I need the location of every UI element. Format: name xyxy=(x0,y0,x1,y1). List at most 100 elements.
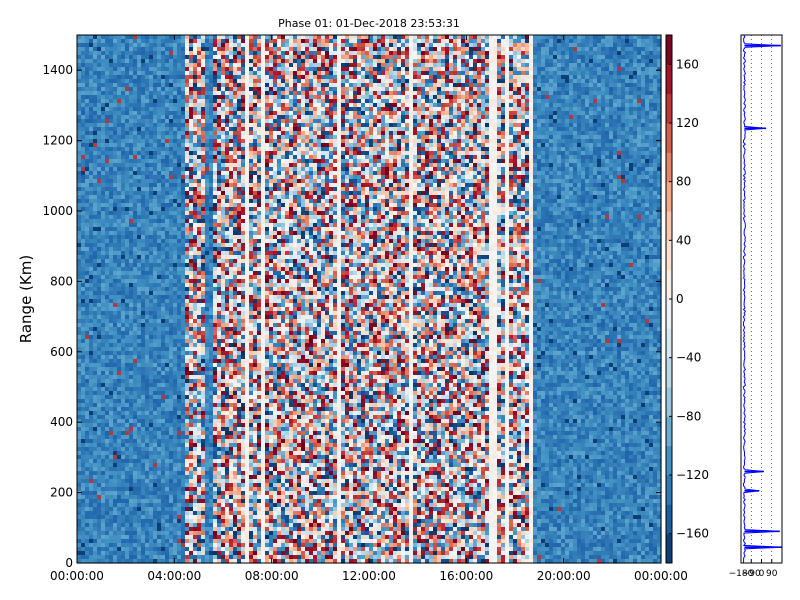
heatmap-cell xyxy=(141,487,146,492)
heatmap-cell xyxy=(221,123,226,128)
heatmap-cell xyxy=(177,551,182,556)
heatmap-cell xyxy=(165,443,170,448)
heatmap-cell xyxy=(153,235,158,240)
heatmap-cell xyxy=(193,251,198,256)
heatmap-cell xyxy=(153,463,158,468)
heatmap-cell xyxy=(141,499,146,504)
heatmap-cell xyxy=(145,167,150,172)
heatmap-cell xyxy=(185,547,190,552)
heatmap-cell xyxy=(117,435,122,440)
heatmap-cell xyxy=(109,51,114,56)
heatmap-cell xyxy=(113,543,118,548)
heatmap-cell xyxy=(225,363,230,368)
heatmap-cell xyxy=(101,315,106,320)
heatmap-cell xyxy=(209,423,214,428)
heatmap-cell xyxy=(209,147,214,152)
heatmap-cell xyxy=(137,235,142,240)
heatmap-cell xyxy=(201,399,206,404)
heatmap-cell xyxy=(173,515,178,520)
heatmap-cell xyxy=(169,311,174,316)
heatmap-cell xyxy=(125,119,130,124)
heatmap-cell xyxy=(133,483,138,488)
heatmap-cell xyxy=(181,435,186,440)
heatmap-cell xyxy=(177,507,182,512)
heatmap-cell xyxy=(181,235,186,240)
heatmap-cell xyxy=(109,243,114,248)
heatmap-cell xyxy=(133,383,138,388)
heatmap-cell xyxy=(93,207,98,212)
heatmap-cell xyxy=(217,39,222,44)
heatmap-cell xyxy=(205,299,210,304)
heatmap-cell xyxy=(149,527,154,532)
heatmap-cell xyxy=(209,131,214,136)
heatmap-cell xyxy=(125,375,130,380)
heatmap-cell xyxy=(181,359,186,364)
heatmap-cell xyxy=(217,63,222,68)
heatmap-cell xyxy=(89,443,94,448)
heatmap-cell xyxy=(129,215,134,220)
heatmap-cell xyxy=(157,447,162,452)
heatmap-cell xyxy=(101,371,106,376)
heatmap-cell xyxy=(205,123,210,128)
heatmap-cell xyxy=(109,115,114,120)
heatmap-cell xyxy=(145,327,150,332)
heatmap-cell xyxy=(173,167,178,172)
heatmap-cell xyxy=(145,279,150,284)
heatmap-cell xyxy=(189,51,194,56)
heatmap-cell xyxy=(189,167,194,172)
heatmap-cell xyxy=(217,339,222,344)
heatmap-cell xyxy=(201,35,206,40)
heatmap-cell xyxy=(121,371,126,376)
heatmap-cell xyxy=(117,347,122,352)
heatmap-cell xyxy=(145,175,150,180)
heatmap-cell xyxy=(209,155,214,160)
heatmap-cell xyxy=(145,291,150,296)
heatmap-cell xyxy=(217,471,222,476)
heatmap-cell xyxy=(217,403,222,408)
heatmap-cell xyxy=(117,275,122,280)
heatmap-cell xyxy=(113,119,118,124)
heatmap-cell xyxy=(193,455,198,460)
heatmap-cell xyxy=(97,279,102,284)
heatmap-cell xyxy=(129,235,134,240)
heatmap-cell xyxy=(193,263,198,268)
heatmap-cell xyxy=(157,71,162,76)
heatmap-cell xyxy=(149,403,154,408)
heatmap-cell xyxy=(129,107,134,112)
heatmap-cell xyxy=(105,135,110,140)
heatmap-cell xyxy=(133,275,138,280)
heatmap-cell xyxy=(129,451,134,456)
heatmap-cell xyxy=(105,131,110,136)
heatmap-cell xyxy=(165,471,170,476)
heatmap-cell xyxy=(157,135,162,140)
heatmap-cell xyxy=(109,215,114,220)
heatmap-cell xyxy=(197,275,202,280)
heatmap-cell xyxy=(97,219,102,224)
heatmap-cell xyxy=(185,427,190,432)
heatmap-cell xyxy=(109,175,114,180)
heatmap-cell xyxy=(93,355,98,360)
heatmap-cell xyxy=(213,79,218,84)
heatmap-cell xyxy=(169,391,174,396)
heatmap-cell xyxy=(145,211,150,216)
heatmap-cell xyxy=(93,151,98,156)
heatmap-cell xyxy=(185,195,190,200)
heatmap-cell xyxy=(141,439,146,444)
heatmap-cell xyxy=(157,515,162,520)
heatmap-cell xyxy=(185,155,190,160)
heatmap-cell xyxy=(209,527,214,532)
heatmap-cell xyxy=(141,195,146,200)
heatmap-cell xyxy=(205,95,210,100)
heatmap-cell xyxy=(161,479,166,484)
heatmap-cell xyxy=(149,407,154,412)
heatmap-cell xyxy=(133,135,138,140)
heatmap-cell xyxy=(177,239,182,244)
heatmap-cell xyxy=(217,135,222,140)
heatmap-cell xyxy=(141,359,146,364)
heatmap-cell xyxy=(153,395,158,400)
heatmap-cell xyxy=(105,415,110,420)
heatmap-cell xyxy=(221,95,226,100)
heatmap-cell xyxy=(173,547,178,552)
heatmap-cell xyxy=(85,383,90,388)
heatmap-cell xyxy=(105,75,110,80)
